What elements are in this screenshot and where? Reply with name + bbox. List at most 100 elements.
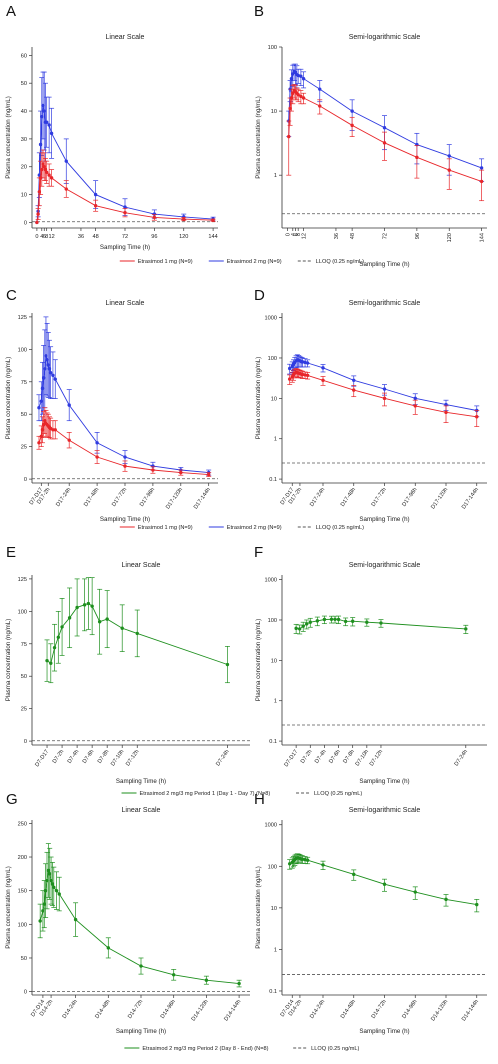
x-tick-label: D14-24h bbox=[309, 999, 326, 1020]
data-point bbox=[413, 890, 417, 894]
legend-label: Etrasimod 2 mg (N=9) bbox=[227, 525, 282, 531]
x-tick-label: 12 bbox=[302, 233, 308, 239]
y-tick-label: 25 bbox=[21, 707, 27, 713]
data-point bbox=[382, 396, 387, 401]
data-point bbox=[289, 77, 294, 81]
data-point bbox=[225, 662, 230, 667]
x-tick-label: 72 bbox=[383, 233, 389, 239]
y-axis-label: Plasma concentration (ng/mL) bbox=[255, 96, 262, 179]
data-point bbox=[301, 77, 306, 81]
data-point bbox=[365, 620, 369, 624]
data-point bbox=[475, 415, 479, 419]
y-axis-label: Plasma concentration (ng/mL) bbox=[5, 866, 12, 949]
data-point bbox=[75, 605, 79, 610]
x-axis-label: Sampling Time (h) bbox=[359, 516, 409, 523]
data-point bbox=[296, 73, 300, 78]
series-line bbox=[288, 70, 482, 169]
panel-d: D Semi-logarithmic Scale0.11101001000D7-D… bbox=[254, 287, 487, 523]
data-point bbox=[305, 361, 310, 365]
data-point bbox=[123, 464, 127, 468]
x-tick-label: 0 bbox=[285, 233, 291, 236]
data-point bbox=[333, 617, 337, 621]
panel-letter: D bbox=[254, 287, 265, 304]
y-tick-label: 1 bbox=[274, 699, 277, 705]
data-point bbox=[48, 872, 52, 876]
x-tick-label: 120 bbox=[179, 234, 188, 240]
x-tick-label: 36 bbox=[334, 233, 340, 239]
data-point bbox=[294, 626, 298, 631]
panel-letter: C bbox=[6, 287, 17, 304]
data-point bbox=[67, 438, 71, 442]
y-tick-label: 50 bbox=[21, 81, 27, 87]
data-point bbox=[49, 661, 53, 665]
x-tick-label: D14-72h bbox=[371, 999, 388, 1020]
data-point bbox=[135, 631, 139, 636]
data-point bbox=[300, 360, 305, 364]
data-point bbox=[382, 141, 387, 145]
x-tick-label: 96 bbox=[415, 233, 421, 239]
y-tick-label: 0 bbox=[24, 220, 27, 226]
data-point bbox=[305, 373, 310, 378]
x-tick-label: D7-24h bbox=[454, 749, 469, 767]
x-tick-label: D14-48h bbox=[94, 999, 111, 1020]
data-point bbox=[352, 378, 356, 382]
data-point bbox=[352, 872, 356, 877]
x-tick-label: 6 bbox=[293, 233, 299, 236]
x-tick-label: D17-96h bbox=[401, 487, 418, 508]
legend-label: Etrasimod 2 mg/3 mg Period 1 (Day 1 - Da… bbox=[140, 791, 271, 797]
x-tick-label: 8 bbox=[45, 234, 48, 240]
data-point bbox=[38, 919, 42, 923]
x-tick-label: D7-24h bbox=[215, 749, 230, 767]
data-point bbox=[299, 74, 303, 78]
x-tick-label: D14-144h bbox=[223, 999, 242, 1023]
data-point bbox=[120, 626, 124, 630]
data-point bbox=[287, 377, 292, 381]
y-tick-label: 0.1 bbox=[269, 989, 277, 995]
y-tick-label: 10 bbox=[271, 658, 277, 664]
series-line bbox=[289, 359, 477, 411]
x-tick-label: D14-120h bbox=[191, 999, 210, 1023]
data-point bbox=[379, 621, 383, 625]
x-tick-label: D17-144h bbox=[461, 487, 480, 511]
data-point bbox=[123, 205, 127, 209]
panel-f: F Semi-logarithmic Scale 0.1 1 10 100 1000 D7-D… bbox=[254, 544, 487, 785]
y-tick-label: 200 bbox=[18, 855, 27, 861]
x-axis-label: Sampling Time (h) bbox=[116, 1028, 166, 1035]
y-axis-label: Plasma concentration (ng/mL) bbox=[255, 866, 262, 949]
y-tick-label: 100 bbox=[268, 45, 277, 51]
x-tick-label: D17-24h bbox=[309, 487, 326, 508]
data-point bbox=[93, 192, 98, 197]
y-axis-label: Plasma concentration (ng/mL) bbox=[5, 357, 12, 440]
data-point bbox=[123, 455, 127, 459]
data-point bbox=[211, 218, 215, 222]
legend-label: LLOQ (0.25 ng/mL) bbox=[316, 259, 364, 265]
data-point bbox=[45, 878, 49, 883]
y-axis-label: Plasma concentration (ng/mL) bbox=[255, 619, 262, 702]
x-tick-label: D14-24h bbox=[62, 999, 79, 1020]
data-point bbox=[352, 388, 356, 392]
series-line bbox=[289, 371, 477, 418]
y-tick-label: 125 bbox=[18, 315, 27, 321]
data-point bbox=[47, 173, 51, 177]
y-tick-label: 250 bbox=[18, 821, 27, 827]
x-tick-label: 120 bbox=[447, 233, 453, 242]
x-tick-label: D17-24h bbox=[55, 487, 72, 508]
y-tick-label: 30 bbox=[21, 137, 27, 143]
series-line bbox=[288, 89, 482, 182]
data-point bbox=[67, 616, 72, 620]
panel-letter: G bbox=[6, 791, 18, 808]
x-tick-label: 4 bbox=[291, 233, 297, 236]
x-tick-label: 72 bbox=[122, 234, 128, 240]
y-tick-label: 1 bbox=[274, 947, 277, 953]
y-tick-label: 10 bbox=[271, 906, 277, 912]
data-point bbox=[444, 402, 448, 407]
data-point bbox=[479, 166, 484, 170]
data-point bbox=[45, 658, 49, 663]
panel-letter: H bbox=[254, 791, 265, 808]
y-tick-label: 1 bbox=[274, 437, 277, 443]
x-tick-label: D7-6h bbox=[82, 749, 96, 765]
data-point bbox=[37, 173, 42, 177]
y-tick-label: 0 bbox=[24, 990, 27, 996]
